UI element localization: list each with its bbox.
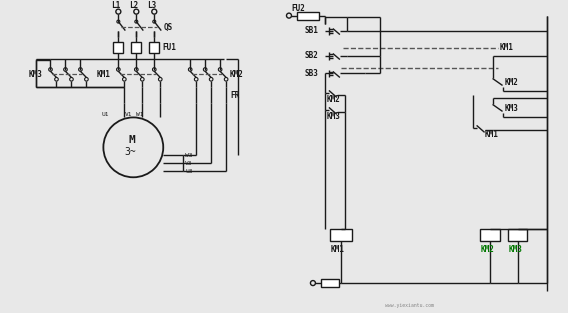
Text: FR: FR [230, 91, 239, 100]
Text: W3: W3 [185, 153, 193, 158]
Text: L3: L3 [147, 1, 157, 10]
Text: KM2: KM2 [504, 78, 519, 87]
Text: KM1: KM1 [499, 43, 513, 52]
Text: FU2: FU2 [291, 4, 305, 13]
Text: KM1: KM1 [331, 245, 345, 254]
Bar [149, 42, 159, 53]
Text: KM2: KM2 [327, 95, 341, 104]
Text: KM3: KM3 [327, 112, 341, 121]
Text: www.yiexiantu.com: www.yiexiantu.com [385, 303, 433, 307]
Text: KM1: KM1 [97, 70, 110, 79]
Text: 3~: 3~ [124, 147, 136, 157]
Text: KM3: KM3 [504, 104, 519, 113]
Text: KM3: KM3 [508, 245, 523, 254]
Bar [131, 42, 141, 53]
Bar [330, 229, 352, 241]
Bar [114, 42, 123, 53]
Text: QS: QS [163, 23, 173, 32]
Text: W1: W1 [136, 112, 144, 117]
Text: V1: V1 [124, 112, 132, 117]
Text: FU1: FU1 [162, 43, 176, 52]
Text: U3: U3 [185, 169, 193, 174]
Text: V3: V3 [185, 161, 193, 166]
Text: M: M [128, 135, 135, 145]
Bar [479, 229, 499, 241]
Bar [508, 229, 528, 241]
Text: KM3: KM3 [28, 70, 43, 79]
Text: U1: U1 [101, 112, 109, 117]
Text: SB3: SB3 [305, 69, 319, 78]
Text: SB1: SB1 [305, 26, 319, 35]
Text: KM2: KM2 [481, 245, 495, 254]
Text: KM1: KM1 [485, 130, 499, 139]
Text: KM2: KM2 [230, 70, 244, 79]
Text: SB2: SB2 [305, 51, 319, 60]
Text: L1: L1 [111, 1, 120, 10]
Bar [321, 279, 339, 287]
Text: L2: L2 [130, 1, 139, 10]
Bar [297, 12, 319, 20]
